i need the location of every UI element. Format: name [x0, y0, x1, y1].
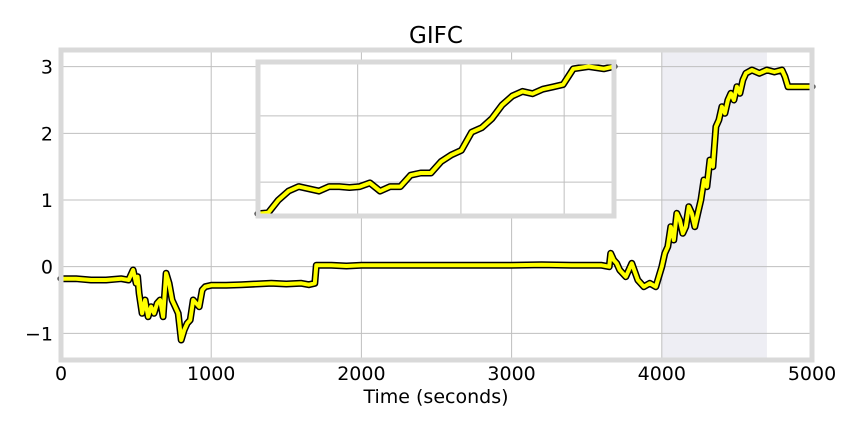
plot-frame — [58, 47, 815, 363]
x-tick-label: 0 — [55, 363, 67, 385]
y-tick-label: −1 — [25, 323, 53, 345]
shaded-region — [661, 50, 767, 360]
series-line — [59, 68, 814, 342]
y-tick-label: 1 — [41, 190, 53, 212]
inset-plot — [254, 59, 618, 219]
chart-title: GIFC — [409, 23, 463, 49]
inset-frame — [255, 59, 617, 219]
y-tick-label: 3 — [41, 57, 53, 79]
inset-series-line — [256, 64, 616, 216]
x-tick-label: 5000 — [788, 363, 836, 385]
y-tick-label: 0 — [41, 257, 53, 279]
x-tick-label: 3000 — [487, 363, 535, 385]
y-tick-label: 2 — [41, 123, 53, 145]
x-tick-label: 4000 — [638, 363, 686, 385]
x-tick-label: 2000 — [337, 363, 385, 385]
x-tick-label: 1000 — [187, 363, 235, 385]
x-axis-label: Time (seconds) — [362, 386, 508, 408]
